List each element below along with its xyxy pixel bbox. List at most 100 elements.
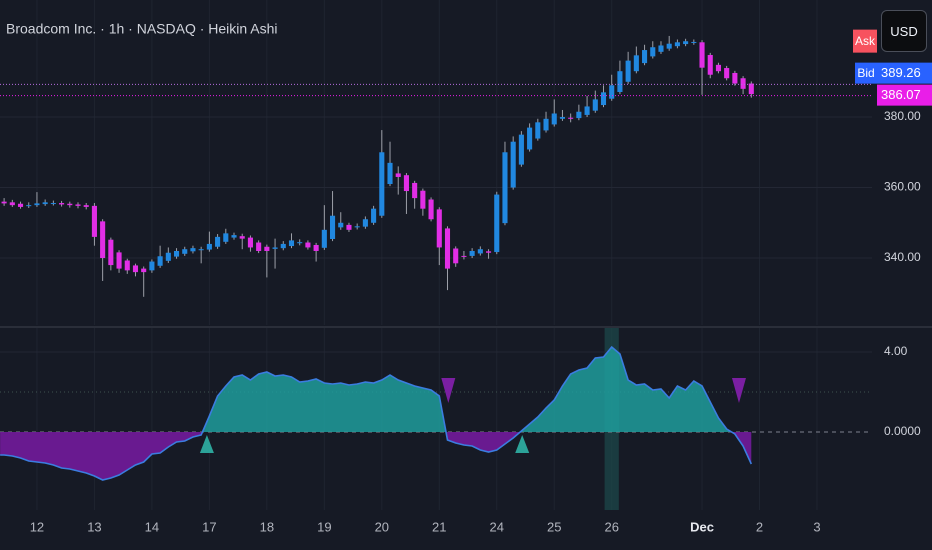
candle-body [42, 202, 48, 205]
candle-body [26, 205, 32, 207]
candle-body [75, 204, 81, 206]
x-tick-label: 26 [604, 519, 618, 534]
x-tick-label: 25 [547, 519, 561, 534]
candle-body [444, 228, 451, 269]
candle-body [436, 209, 442, 248]
candle-body [683, 41, 689, 45]
ask-tag: Ask [855, 34, 876, 48]
candle-body [231, 235, 237, 238]
candle-body [17, 203, 24, 207]
candle-body [247, 237, 253, 248]
x-tick-label: 19 [317, 519, 331, 534]
candle-body [510, 141, 516, 188]
y-tick-label: 4.00 [884, 344, 908, 358]
candle-body [551, 113, 557, 125]
oscillator-line [0, 345, 753, 481]
candle-body [223, 233, 229, 242]
candle-body [403, 175, 409, 192]
candle-body [173, 250, 180, 257]
x-tick-label: 18 [260, 519, 274, 534]
candle-body [428, 199, 434, 220]
x-tick-label: 12 [30, 519, 44, 534]
candle-body [559, 117, 565, 119]
candle-body [239, 236, 245, 239]
y-tick-label: 0.0000 [884, 424, 921, 438]
x-tick-label: 14 [145, 519, 159, 534]
candle-body [371, 208, 377, 223]
price-tag: Bid [857, 66, 874, 80]
currency-button[interactable]: USD [881, 10, 927, 52]
candle-body [617, 71, 623, 93]
candle-body [633, 55, 639, 72]
y-tick-label: 380.00 [884, 109, 921, 123]
candle-body [732, 72, 738, 84]
candle-body [469, 250, 475, 256]
candle-body [699, 42, 705, 68]
candle-body [658, 45, 664, 52]
candle-body [338, 222, 344, 228]
candle-body [1, 201, 7, 204]
candle-body [346, 224, 352, 230]
candle-body [420, 190, 426, 209]
candle-body [198, 249, 204, 251]
candle-body [34, 203, 40, 206]
candle-body [215, 236, 221, 247]
candle-body [461, 255, 467, 257]
candle-body [625, 60, 631, 82]
candle-body [354, 226, 360, 228]
candle-body [190, 248, 196, 252]
candle-body [379, 152, 385, 216]
candle-body [313, 244, 319, 251]
candle-body [518, 134, 524, 165]
candle-body [182, 249, 188, 254]
candle-body [59, 203, 65, 205]
candle-body [707, 54, 713, 75]
area-negative [0, 432, 752, 480]
x-tick-label: Dec [690, 519, 714, 534]
candle-body [165, 252, 171, 261]
x-tick-label: 24 [490, 519, 504, 534]
candle-body [650, 47, 656, 57]
candle-body [691, 41, 697, 43]
candle-body [272, 247, 278, 249]
candle-body [321, 229, 327, 248]
candle-body [568, 117, 574, 119]
sell-signal [441, 378, 456, 403]
price-box [877, 62, 932, 84]
candle-body [609, 85, 615, 99]
candle-body [576, 111, 582, 119]
candle-body [535, 122, 541, 139]
price-tag-box [855, 62, 877, 84]
candle-body [50, 203, 56, 205]
candle-body [642, 50, 648, 64]
candle-body [149, 261, 155, 271]
candle-body [584, 106, 590, 115]
candle-body [264, 246, 270, 251]
candle-body [387, 162, 393, 185]
buy-signal [199, 435, 214, 453]
candle-body [362, 219, 368, 227]
candle-body [91, 205, 97, 237]
x-tick-label: 13 [87, 519, 101, 534]
candle-body [83, 205, 89, 207]
candle-body [100, 221, 106, 259]
candle-body [486, 251, 492, 253]
candle-body [715, 64, 722, 72]
candle-body [527, 127, 533, 150]
candle-body [141, 268, 147, 273]
candle-body [494, 194, 500, 253]
candle-body [453, 248, 459, 264]
candle-body [412, 182, 418, 199]
chart-title: Broadcom Inc. · 1h · NASDAQ · Heikin Ash… [6, 21, 278, 37]
x-tick-label: 2 [756, 519, 763, 534]
candle-body [543, 118, 549, 131]
y-tick-label: 340.00 [884, 250, 921, 264]
candle-body [132, 265, 139, 273]
ask-tag-box [853, 29, 877, 53]
candle-body [740, 78, 746, 89]
candle-body [395, 173, 401, 177]
candle-body [666, 43, 672, 49]
candle-body [124, 260, 130, 271]
